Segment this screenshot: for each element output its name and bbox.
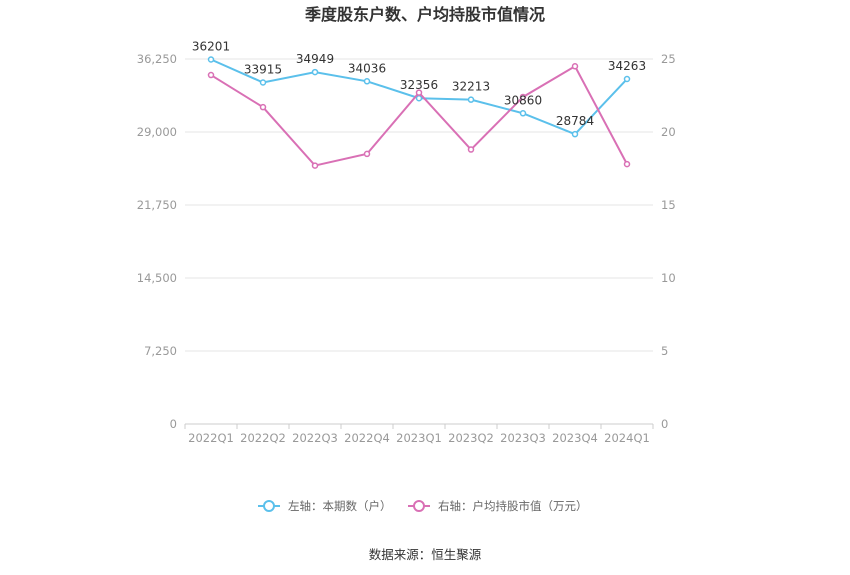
series-point-0[interactable] xyxy=(623,75,631,83)
series-point-1[interactable] xyxy=(311,162,319,169)
legend-item-0[interactable]: 左轴：本期数（户） xyxy=(258,499,392,513)
legend[interactable]: 左轴：本期数（户） 右轴：户均持股市值（万元） xyxy=(258,499,588,513)
right-axis-ticks: 0 5 10 15 20 25 xyxy=(661,52,676,431)
left-tick-label: 36,250 xyxy=(137,52,177,66)
data-labels: 36201 33915 34949 34036 32356 32213 30860 28784… xyxy=(192,39,646,128)
series-point-0[interactable] xyxy=(259,79,267,86)
series-point-1[interactable] xyxy=(571,63,579,70)
data-label: 32356 xyxy=(400,78,438,92)
left-tick-label: 21,750 xyxy=(137,198,177,212)
chart-title: 季度股东户数、户均持股市值情况 xyxy=(304,5,545,24)
right-tick-label: 20 xyxy=(661,125,676,139)
data-label: 30860 xyxy=(504,93,542,107)
series-point-1[interactable] xyxy=(415,89,423,96)
series-point-0[interactable] xyxy=(207,56,215,63)
data-label: 28784 xyxy=(556,114,594,128)
left-tick-label: 0 xyxy=(170,417,177,431)
x-tick-label: 2024Q1 xyxy=(604,431,650,445)
right-tick-label: 0 xyxy=(661,417,668,431)
x-tick-label: 2023Q3 xyxy=(500,431,546,445)
data-label: 34949 xyxy=(296,52,334,66)
x-axis-ticks: 2022Q1 2022Q2 2022Q3 2022Q4 2023Q1 2023Q2 2023… xyxy=(184,424,654,445)
series-point-0[interactable] xyxy=(415,94,423,102)
x-tick-label: 2022Q1 xyxy=(188,431,234,445)
series-point-1[interactable] xyxy=(467,146,475,153)
legend-marker xyxy=(413,500,425,512)
series-point-0[interactable] xyxy=(467,96,475,103)
series-point-1[interactable] xyxy=(623,160,631,168)
legend-label: 右轴：户均持股市值（万元） xyxy=(438,499,588,513)
series-point-0[interactable] xyxy=(311,68,319,76)
series-point-0[interactable] xyxy=(363,78,371,85)
x-tick-label: 2022Q4 xyxy=(344,431,390,445)
right-tick-label: 5 xyxy=(661,344,668,358)
x-tick-label: 2022Q3 xyxy=(292,431,338,445)
x-tick-label: 2023Q2 xyxy=(448,431,494,445)
data-source: 数据来源：恒生聚源 xyxy=(369,547,482,562)
right-tick-label: 25 xyxy=(661,52,676,66)
series-point-0[interactable] xyxy=(571,130,579,138)
series-point-1[interactable] xyxy=(207,71,215,79)
legend-marker xyxy=(263,500,275,512)
left-tick-label: 29,000 xyxy=(137,125,177,139)
left-tick-label: 14,500 xyxy=(137,271,177,285)
left-axis-ticks: 0 7,250 14,500 21,750 29,000 36,250 xyxy=(137,52,177,431)
x-tick-label: 2023Q4 xyxy=(552,431,598,445)
data-label: 34263 xyxy=(608,59,646,73)
data-label: 36201 xyxy=(192,39,230,53)
series-point-0[interactable] xyxy=(519,110,527,117)
data-label: 34036 xyxy=(348,61,386,75)
x-tick-label: 2022Q2 xyxy=(240,431,286,445)
series-point-1[interactable] xyxy=(519,93,527,101)
legend-item-1[interactable]: 右轴：户均持股市值（万元） xyxy=(408,499,588,513)
right-tick-label: 15 xyxy=(661,198,676,212)
series-group xyxy=(207,56,631,169)
data-label: 32213 xyxy=(452,80,490,94)
series-point-1[interactable] xyxy=(363,150,371,158)
series-point-1[interactable] xyxy=(259,103,267,111)
x-tick-label: 2023Q1 xyxy=(396,431,442,445)
legend-label: 左轴：本期数（户） xyxy=(288,499,392,513)
left-tick-label: 7,250 xyxy=(144,344,177,358)
right-tick-label: 10 xyxy=(661,271,676,285)
data-label: 33915 xyxy=(244,63,282,77)
grid-lines xyxy=(185,58,653,425)
